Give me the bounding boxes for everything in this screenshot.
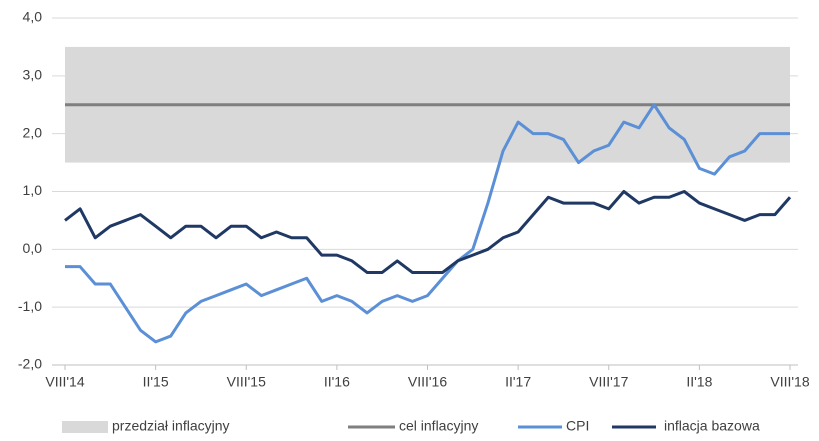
series-line: [64, 190, 792, 274]
x-tick-label: VIII'15: [227, 374, 266, 390]
legend-label: cel inflacyjny: [399, 418, 478, 434]
y-tick-label: 1,0: [23, 182, 43, 198]
x-tick-label: VIII'18: [770, 374, 809, 390]
y-tick-label: 3,0: [23, 67, 43, 83]
x-tick-label: II'16: [324, 374, 350, 390]
y-tick-label: 2,0: [23, 124, 43, 140]
legend-label: inflacja bazowa: [664, 418, 760, 434]
y-tick-label: -1,0: [18, 298, 42, 314]
legend-swatch: [62, 421, 108, 433]
series-line: [65, 103, 790, 344]
legend-label: przedział inflacyjny: [112, 418, 230, 434]
x-tick-label: VIII'17: [589, 374, 628, 390]
x-tick-label: VIII'16: [408, 374, 447, 390]
legend-label: CPI: [566, 418, 589, 434]
x-tick-label: II'15: [143, 374, 169, 390]
x-tick-label: II'18: [686, 374, 712, 390]
y-tick-label: 0,0: [23, 240, 43, 256]
y-tick-label: 4,0: [23, 9, 43, 25]
x-tick-label: II'17: [505, 374, 531, 390]
x-tick-label: VIII'14: [45, 374, 84, 390]
y-tick-label: -2,0: [18, 356, 42, 372]
